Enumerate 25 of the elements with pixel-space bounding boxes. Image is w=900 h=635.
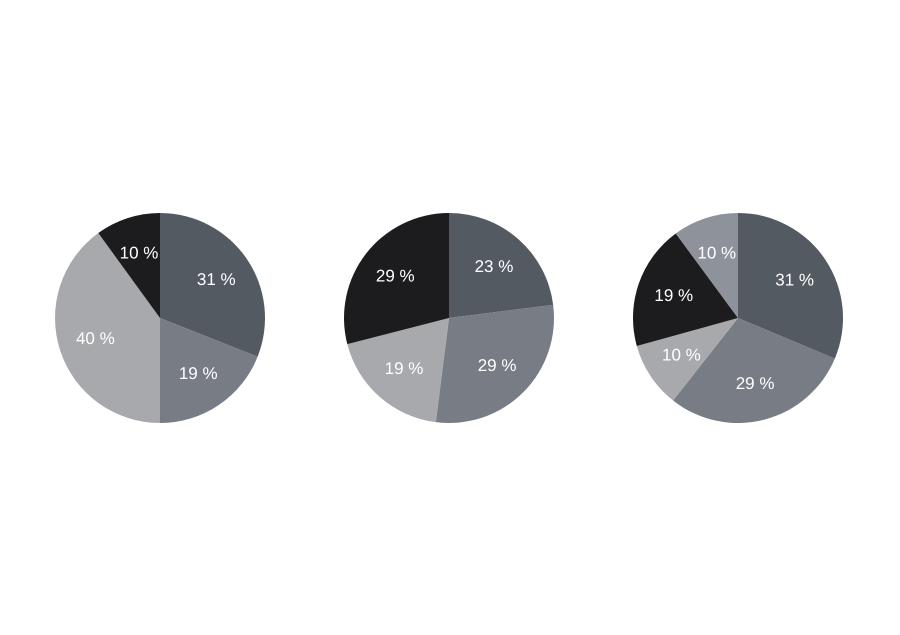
- data-label: 10 %: [120, 243, 158, 262]
- data-label: 29 %: [376, 266, 415, 286]
- pie-slice: [633, 233, 738, 346]
- data-label: 23 %: [474, 256, 514, 276]
- data-label: 40 %: [76, 329, 115, 348]
- pie-slice: [347, 318, 449, 422]
- data-label: 19 %: [178, 364, 218, 384]
- pie-slice: [160, 318, 258, 423]
- pie-slice: [160, 213, 265, 357]
- pie-slice: [344, 213, 449, 344]
- data-label: 31 %: [775, 270, 814, 290]
- data-label: 10 %: [662, 346, 701, 365]
- pie-slice: [449, 213, 554, 318]
- pie-slice: [636, 318, 738, 401]
- pie-slice: [738, 213, 843, 359]
- data-label: 19 %: [654, 286, 694, 305]
- data-label: 29 %: [736, 374, 774, 393]
- data-label: 29 %: [478, 356, 516, 376]
- data-label: 19 %: [384, 359, 424, 378]
- pie-slice: [676, 213, 738, 318]
- pie-slice: [98, 213, 160, 318]
- data-label: 31 %: [196, 270, 236, 289]
- pie-slice: [436, 304, 554, 423]
- pie-slice: [55, 233, 160, 423]
- data-label: 10 %: [697, 243, 736, 262]
